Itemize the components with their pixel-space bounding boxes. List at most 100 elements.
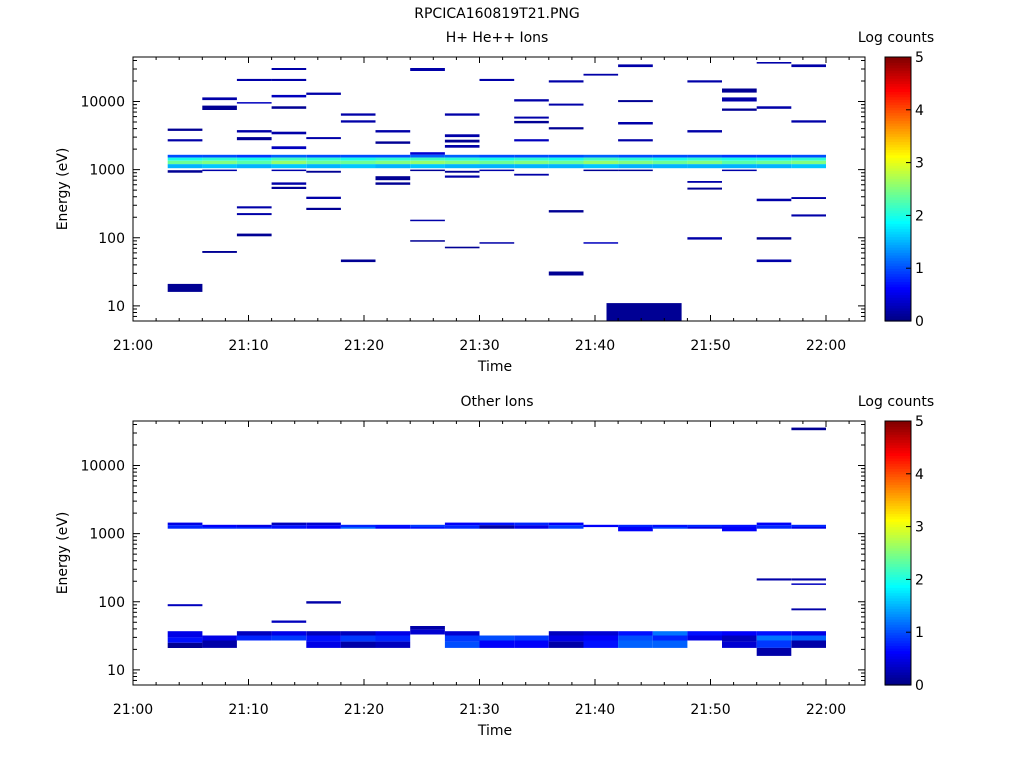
x-tick-label: 21:30 bbox=[459, 702, 499, 718]
colorbar-swatch bbox=[885, 563, 911, 567]
x-tick-label: 21:20 bbox=[344, 338, 384, 354]
colorbar-swatch bbox=[885, 239, 911, 243]
heatmap-cell bbox=[340, 524, 376, 528]
colorbar-swatch bbox=[885, 471, 911, 475]
heatmap-cell bbox=[618, 122, 653, 125]
heatmap-cell bbox=[583, 631, 619, 636]
heatmap-cell bbox=[687, 130, 722, 133]
heatmap-cell bbox=[340, 157, 376, 161]
colorbar: 0 1 2 3 4 5 bbox=[884, 50, 924, 330]
colorbar-swatch bbox=[885, 582, 911, 586]
heatmap-cell bbox=[479, 242, 515, 244]
heatmap-cell bbox=[791, 635, 826, 641]
colorbar-swatch bbox=[885, 442, 911, 446]
colorbar-swatch bbox=[885, 207, 911, 211]
heatmap-cell bbox=[583, 524, 619, 528]
heatmap-cell bbox=[375, 176, 411, 181]
colorbar-swatch bbox=[885, 149, 911, 153]
heatmap-cell bbox=[548, 631, 584, 636]
colorbar-label: Log counts bbox=[858, 30, 934, 46]
colorbar-swatch bbox=[885, 278, 911, 282]
colorbar-swatch bbox=[885, 666, 911, 670]
colorbar-swatch bbox=[885, 587, 911, 591]
heatmap-cell bbox=[618, 524, 653, 528]
colorbar-swatch bbox=[885, 468, 911, 472]
heatmap-cell bbox=[652, 157, 688, 161]
colorbar-swatch bbox=[885, 270, 911, 275]
colorbar-swatch bbox=[885, 658, 911, 662]
x-tick-label: 22:00 bbox=[806, 702, 846, 718]
colorbar-swatch bbox=[885, 479, 911, 483]
heatmap-cell bbox=[479, 635, 515, 641]
heatmap-cell bbox=[618, 527, 653, 532]
colorbar-swatch bbox=[885, 653, 911, 657]
colorbar-swatch bbox=[885, 534, 911, 538]
heatmap-cell bbox=[479, 640, 515, 648]
colorbar-swatch bbox=[885, 463, 911, 467]
heatmap-cell bbox=[202, 527, 237, 529]
heatmap-cell bbox=[306, 522, 341, 526]
heatmap-cell bbox=[167, 139, 203, 142]
colorbar-swatch bbox=[885, 595, 911, 599]
colorbar-swatch bbox=[885, 236, 911, 240]
heatmap-cell bbox=[548, 164, 584, 169]
colorbar-swatch bbox=[885, 555, 911, 559]
colorbar-swatch bbox=[885, 489, 911, 493]
colorbar-swatch bbox=[885, 220, 911, 224]
colorbar-swatch bbox=[885, 484, 911, 488]
heatmap-cell bbox=[514, 173, 549, 176]
heatmap-cell bbox=[410, 169, 445, 172]
heatmap-cell bbox=[202, 157, 237, 161]
heatmap-cell bbox=[618, 100, 653, 103]
colorbar-swatch bbox=[885, 428, 911, 433]
heatmap-cell bbox=[167, 128, 203, 131]
colorbar-tick-label: 3 bbox=[915, 156, 924, 172]
figure-title: RPCICA160819T21.PNG bbox=[414, 6, 579, 22]
colorbar-swatch bbox=[885, 650, 911, 654]
colorbar-swatch bbox=[885, 191, 911, 195]
heatmap-cell bbox=[618, 154, 653, 158]
heatmap-cell bbox=[514, 525, 549, 529]
heatmap-cell bbox=[202, 524, 237, 528]
colorbar-tick-label: 1 bbox=[915, 261, 924, 277]
heatmap-cell bbox=[236, 631, 272, 636]
heatmap-cell bbox=[167, 154, 203, 158]
colorbar-swatch bbox=[885, 152, 911, 156]
heatmap-cell bbox=[375, 635, 411, 642]
colorbar-swatch bbox=[885, 186, 911, 190]
heatmap-cell bbox=[479, 160, 515, 165]
heatmap-cell bbox=[271, 68, 307, 70]
heatmap-cell bbox=[514, 635, 549, 641]
heatmap-cell bbox=[687, 527, 722, 529]
colorbar-swatch bbox=[885, 146, 911, 150]
y-tick-label: 100 bbox=[98, 595, 125, 611]
colorbar-swatch bbox=[885, 212, 911, 216]
heatmap-cell bbox=[514, 154, 549, 158]
y-tick-label: 100 bbox=[98, 231, 125, 247]
heatmap-cell bbox=[444, 525, 480, 529]
heatmap-cell bbox=[340, 641, 376, 648]
colorbar-swatch bbox=[885, 473, 911, 478]
colorbar-swatch bbox=[885, 439, 911, 443]
heatmap-cell bbox=[652, 164, 688, 169]
heatmap-cell bbox=[410, 524, 445, 528]
heatmap-cell bbox=[410, 629, 445, 635]
colorbar-swatch bbox=[885, 78, 911, 82]
heatmap-cell bbox=[479, 169, 515, 172]
colorbar-swatch bbox=[885, 159, 911, 164]
heatmap-cell bbox=[375, 154, 411, 158]
heatmap-cell bbox=[271, 146, 307, 150]
heatmap-cell bbox=[236, 157, 272, 161]
heatmap-cell bbox=[167, 642, 203, 648]
colorbar-swatch bbox=[885, 492, 911, 496]
colorbar-swatch bbox=[885, 299, 911, 304]
heatmap-cell bbox=[306, 525, 341, 529]
colorbar-swatch bbox=[885, 579, 911, 583]
colorbar-swatch bbox=[885, 674, 911, 678]
heatmap-cell bbox=[514, 116, 549, 119]
colorbar-swatch bbox=[885, 566, 911, 570]
heatmap-cell bbox=[722, 108, 757, 111]
heatmap-cell bbox=[687, 160, 722, 165]
heatmap-cell bbox=[583, 242, 619, 244]
colorbar-swatch bbox=[885, 249, 911, 253]
